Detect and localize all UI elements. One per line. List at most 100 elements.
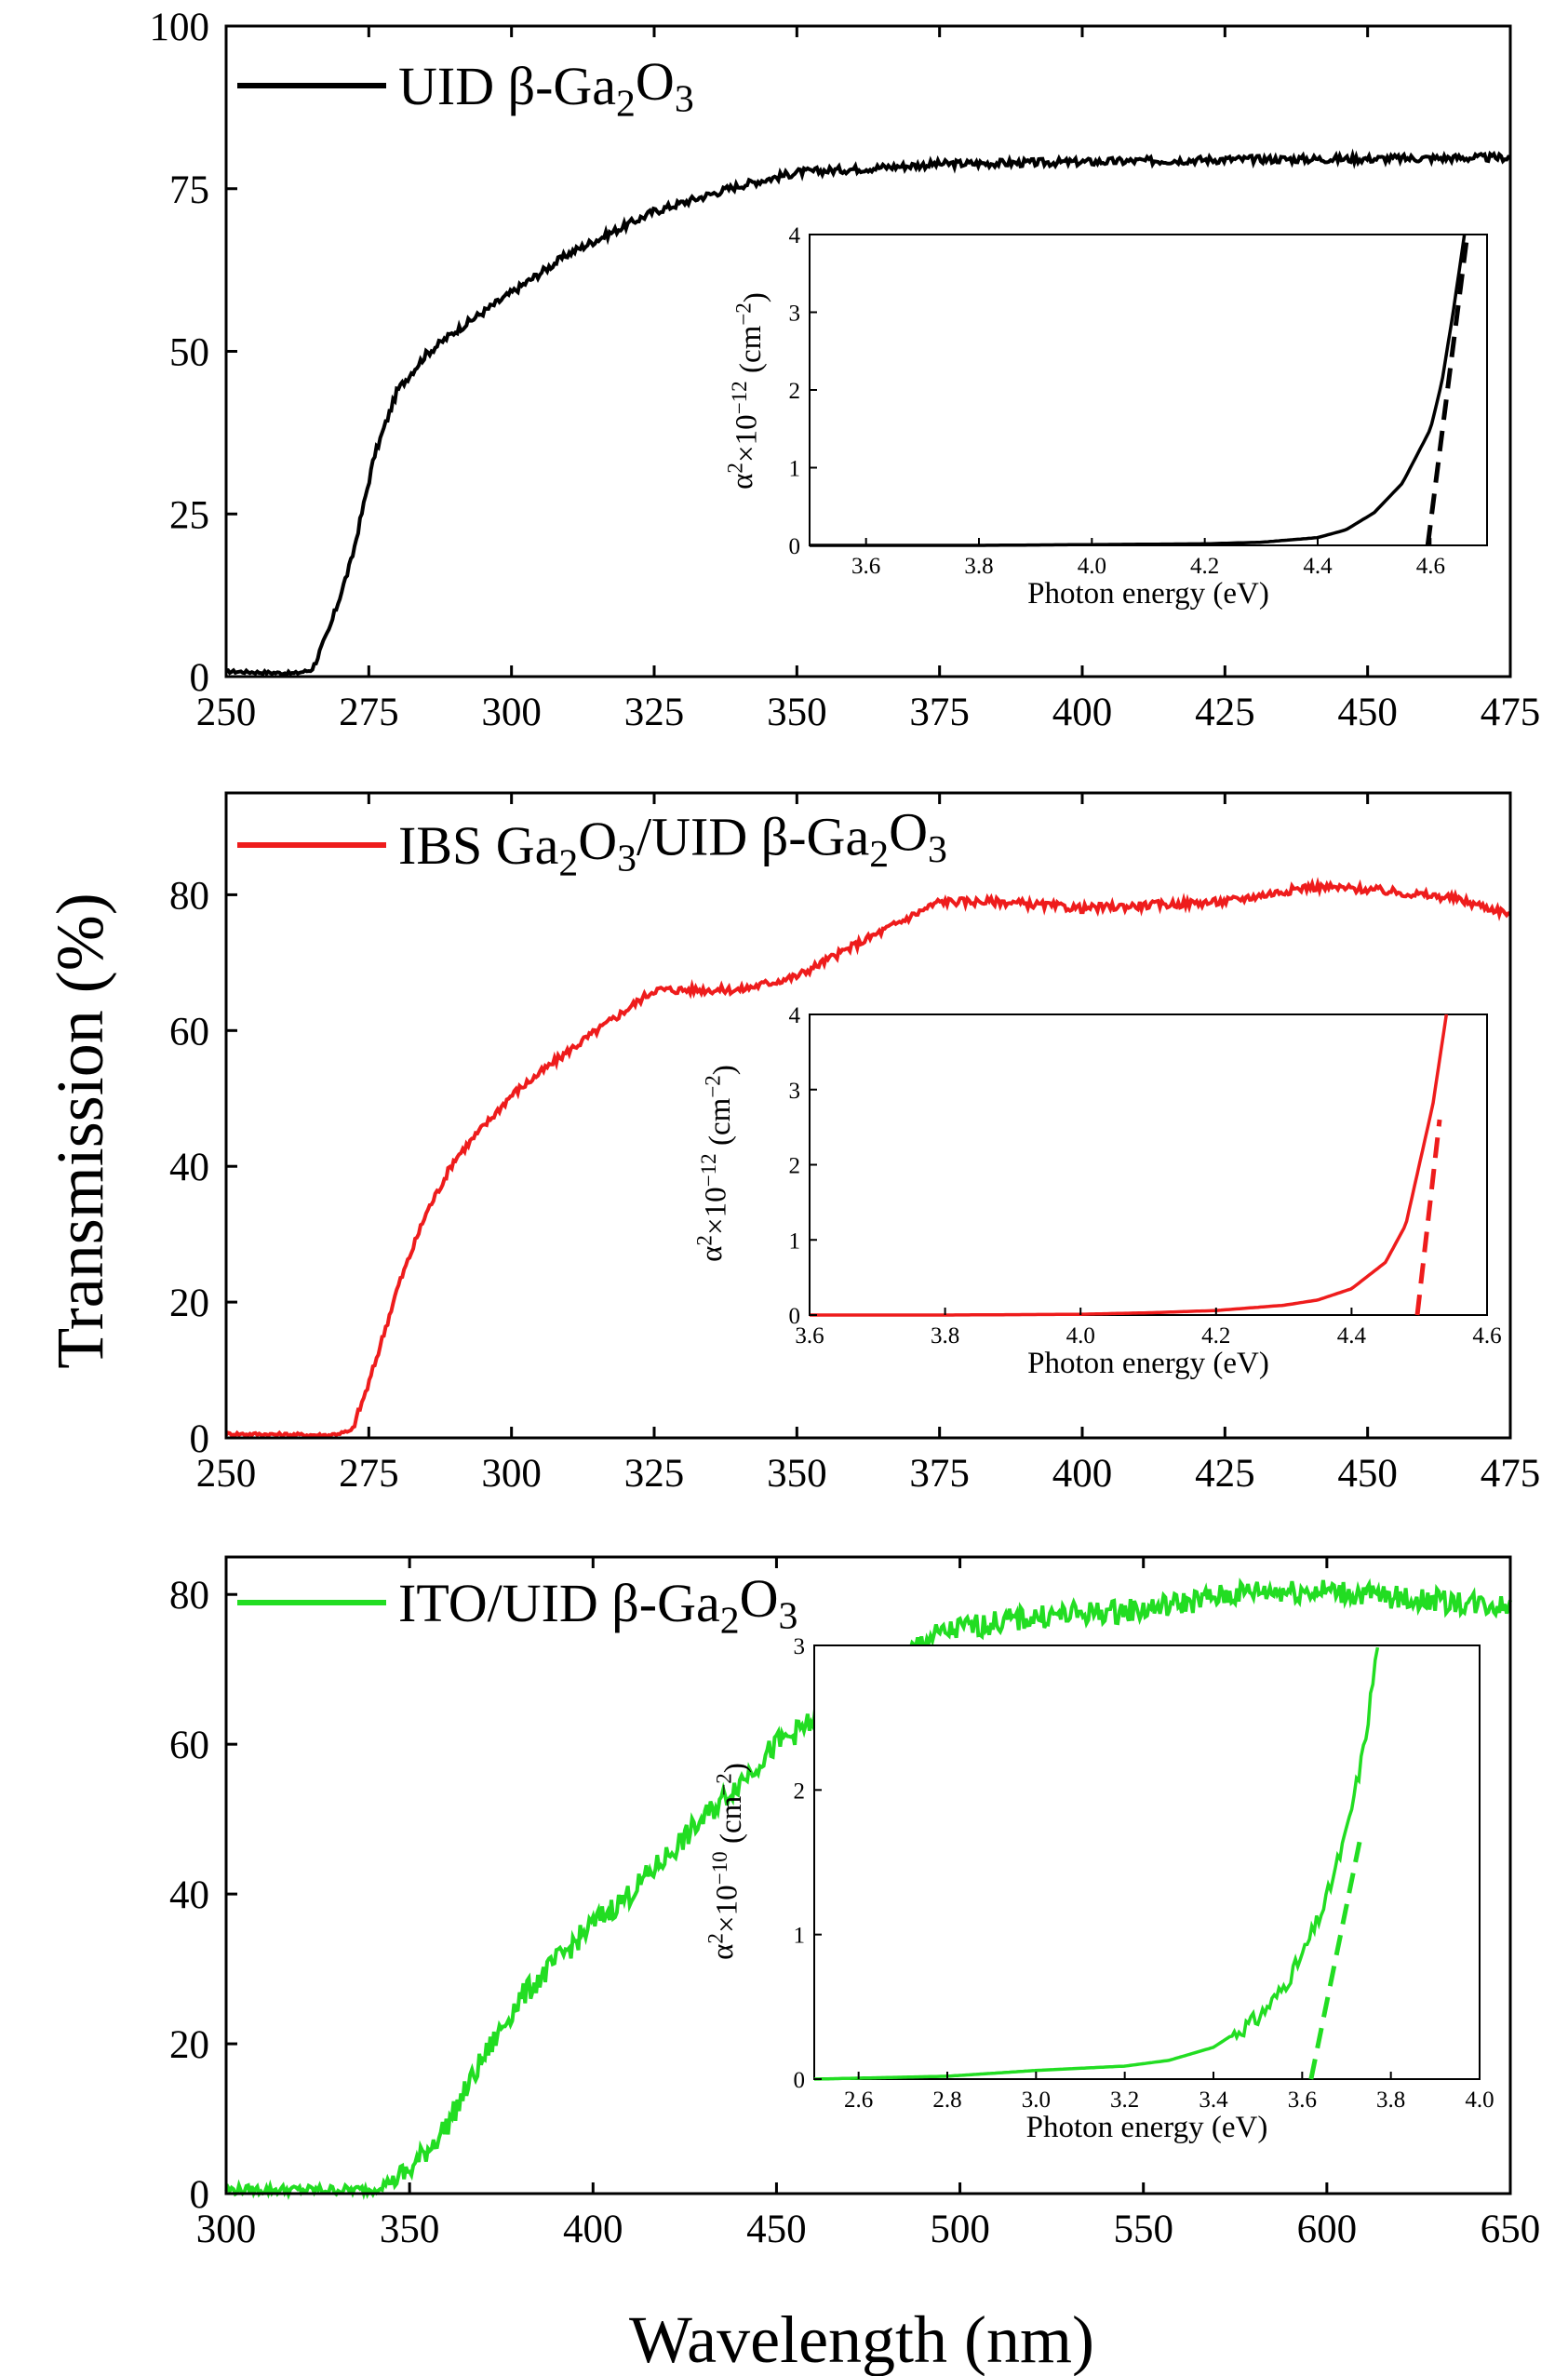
inset-y-tick-label: 0: [789, 1304, 801, 1329]
inset-chart: 3.6 3.8 4.0 4.2 4.4 4.6 0 1 2 3 4 Photon energy (eV…: [723, 223, 1488, 611]
plot-frame: [224, 791, 1512, 1440]
inset-y-axis-label-part: ×10: [710, 1885, 744, 1933]
y-tick-label: 50: [169, 331, 209, 375]
legend-label-part: 3: [779, 1595, 798, 1638]
legend-label-part: O: [636, 51, 675, 112]
inset-x-tick-label: 4.2: [1190, 554, 1219, 579]
legend-label-part: 2: [558, 842, 578, 885]
x-tick-label: 450: [1337, 1452, 1398, 1496]
inset-y-axis-label-part: 2: [723, 463, 747, 474]
inset-chart: 2.6 2.8 3.0 3.2 3.4 3.6 3.8 4.0 0 1 2 3 Photon energ…: [704, 1634, 1494, 2144]
inset-y-axis-label-part: ×10: [699, 1187, 732, 1235]
y-tick-label: 40: [169, 1873, 209, 1917]
x-tick-label: 325: [624, 691, 685, 734]
inset-y-axis-label-part: (cm: [734, 325, 768, 381]
legend-label-part: 2: [869, 833, 889, 876]
y-tick-label: 100: [150, 6, 210, 49]
x-tick-label: 350: [380, 2208, 440, 2251]
legend-label-part: ITO/UID β-Ga: [398, 1573, 720, 1633]
inset-x-tick-label: 4.0: [1066, 1323, 1095, 1349]
inset-y-tick-label: 2: [794, 1779, 806, 1804]
inset-fit-line: [1308, 1840, 1362, 2080]
y-tick-label: 20: [169, 2023, 209, 2067]
y-tick-label: 0: [190, 1417, 210, 1461]
legend-label-part: IBS Ga: [398, 815, 558, 876]
inset-x-tick-label: 3.2: [1110, 2087, 1139, 2113]
inset-y-tick-label: 1: [789, 1228, 801, 1254]
inset-series-line: [813, 1646, 1380, 2081]
plot-frame: [224, 1555, 1512, 2195]
inset-x-tick-label: 3.8: [964, 554, 993, 579]
legend-label-part: UID β-Ga: [398, 56, 616, 116]
x-tick-label: 400: [1052, 1452, 1113, 1496]
x-tick-label: 375: [909, 691, 970, 734]
inset-x-tick-label: 3.4: [1199, 2087, 1228, 2113]
inset-x-tick-label: 3.6: [1288, 2087, 1317, 2113]
inset-y-axis-label-part: −2: [731, 302, 756, 326]
inset-x-tick-label: 2.8: [932, 2087, 961, 2113]
y-tick-label: 75: [169, 168, 209, 212]
series-line: [224, 877, 1511, 1440]
x-tick-label: 475: [1481, 1452, 1541, 1496]
inset-x-tick-label: 4.4: [1303, 554, 1333, 579]
legend-label-part: O: [578, 811, 617, 871]
inset-y-tick-label: 0: [794, 2068, 806, 2093]
legend-label: UID β-Ga2O3: [398, 51, 694, 125]
y-tick-label: 40: [169, 1146, 209, 1189]
inset-y-axis-label-part: −12: [696, 1153, 720, 1187]
inset-y-axis-label-part: −2: [712, 1773, 736, 1796]
y-tick-label: 0: [190, 2173, 210, 2217]
inset-y-tick-label: 4: [789, 1003, 801, 1028]
y-tick-label: 20: [169, 1282, 209, 1325]
x-tick-label: 550: [1113, 2208, 1173, 2251]
inset-series-line: [810, 234, 1467, 547]
x-tick-label: 475: [1481, 691, 1541, 734]
x-tick-label: 425: [1195, 691, 1255, 734]
inset-x-tick-label: 4.0: [1465, 2087, 1494, 2113]
inset-x-tick-label: 4.2: [1201, 1323, 1230, 1349]
inset-x-axis-label: Photon energy (eV): [1027, 1347, 1269, 1380]
inset-x-tick-label: 3.8: [1376, 2087, 1405, 2113]
inset-y-axis-label-part: (cm: [704, 1097, 737, 1153]
inset-fit-line: [1425, 234, 1470, 546]
x-tick-label: 300: [481, 1452, 542, 1496]
inset-frame: [813, 1644, 1481, 2080]
inset-x-tick-label: 3.6: [795, 1323, 824, 1349]
x-tick-label: 275: [339, 1452, 399, 1496]
inset-y-axis-label-part: ×10: [730, 414, 763, 463]
inset-fit-line: [1414, 1119, 1442, 1316]
inset-y-tick-label: 1: [789, 457, 801, 482]
legend-label-part: 3: [675, 78, 694, 121]
inset-y-axis-label-part: −12: [727, 381, 751, 414]
x-tick-label: 450: [1337, 691, 1398, 734]
inset-frame: [809, 1013, 1488, 1316]
inset-y-tick-label: 2: [789, 1154, 801, 1179]
x-tick-label: 350: [767, 1452, 827, 1496]
x-tick-label: 600: [1297, 2208, 1358, 2251]
inset-y-axis-label-part: −10: [707, 1851, 731, 1885]
legend-label-part: 3: [928, 828, 947, 871]
inset-x-tick-label: 4.4: [1337, 1323, 1367, 1349]
x-tick-label: 325: [624, 1452, 685, 1496]
legend-label-part: O: [740, 1568, 779, 1629]
inset-y-axis-label-part: α: [726, 474, 759, 490]
inset-x-tick-label: 4.6: [1472, 1323, 1501, 1349]
y-axis-title: Transmission (%): [43, 893, 117, 1368]
inset-y-axis-label-part: 2: [692, 1235, 717, 1246]
x-tick-label: 250: [196, 1452, 257, 1496]
x-tick-label: 450: [746, 2208, 807, 2251]
inset-y-tick-label: 2: [789, 379, 801, 404]
x-tick-label: 275: [339, 691, 399, 734]
legend-label-part: 2: [720, 1600, 740, 1643]
x-tick-label: 300: [481, 691, 542, 734]
inset-x-axis-label: Photon energy (eV): [1026, 2111, 1268, 2144]
x-tick-label: 350: [767, 691, 827, 734]
x-tick-label: 300: [196, 2208, 257, 2251]
inset-y-axis-label: α2×10−10 (cm−2): [704, 1763, 753, 1960]
legend-label-part: /UID β-Ga: [637, 806, 869, 866]
x-tick-label: 400: [563, 2208, 623, 2251]
inset-frame: [809, 234, 1488, 546]
legend-label: IBS Ga2O3/UID β-Ga2O3: [398, 801, 947, 884]
inset-y-tick-label: 3: [789, 1079, 801, 1104]
